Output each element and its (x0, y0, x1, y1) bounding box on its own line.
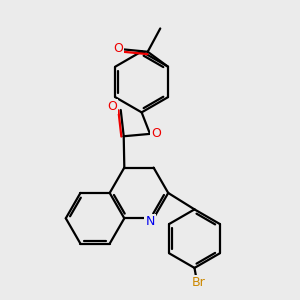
Text: N: N (145, 215, 155, 228)
Text: O: O (113, 42, 123, 55)
Text: O: O (152, 127, 161, 140)
Text: Br: Br (191, 276, 205, 289)
Text: O: O (107, 100, 117, 113)
